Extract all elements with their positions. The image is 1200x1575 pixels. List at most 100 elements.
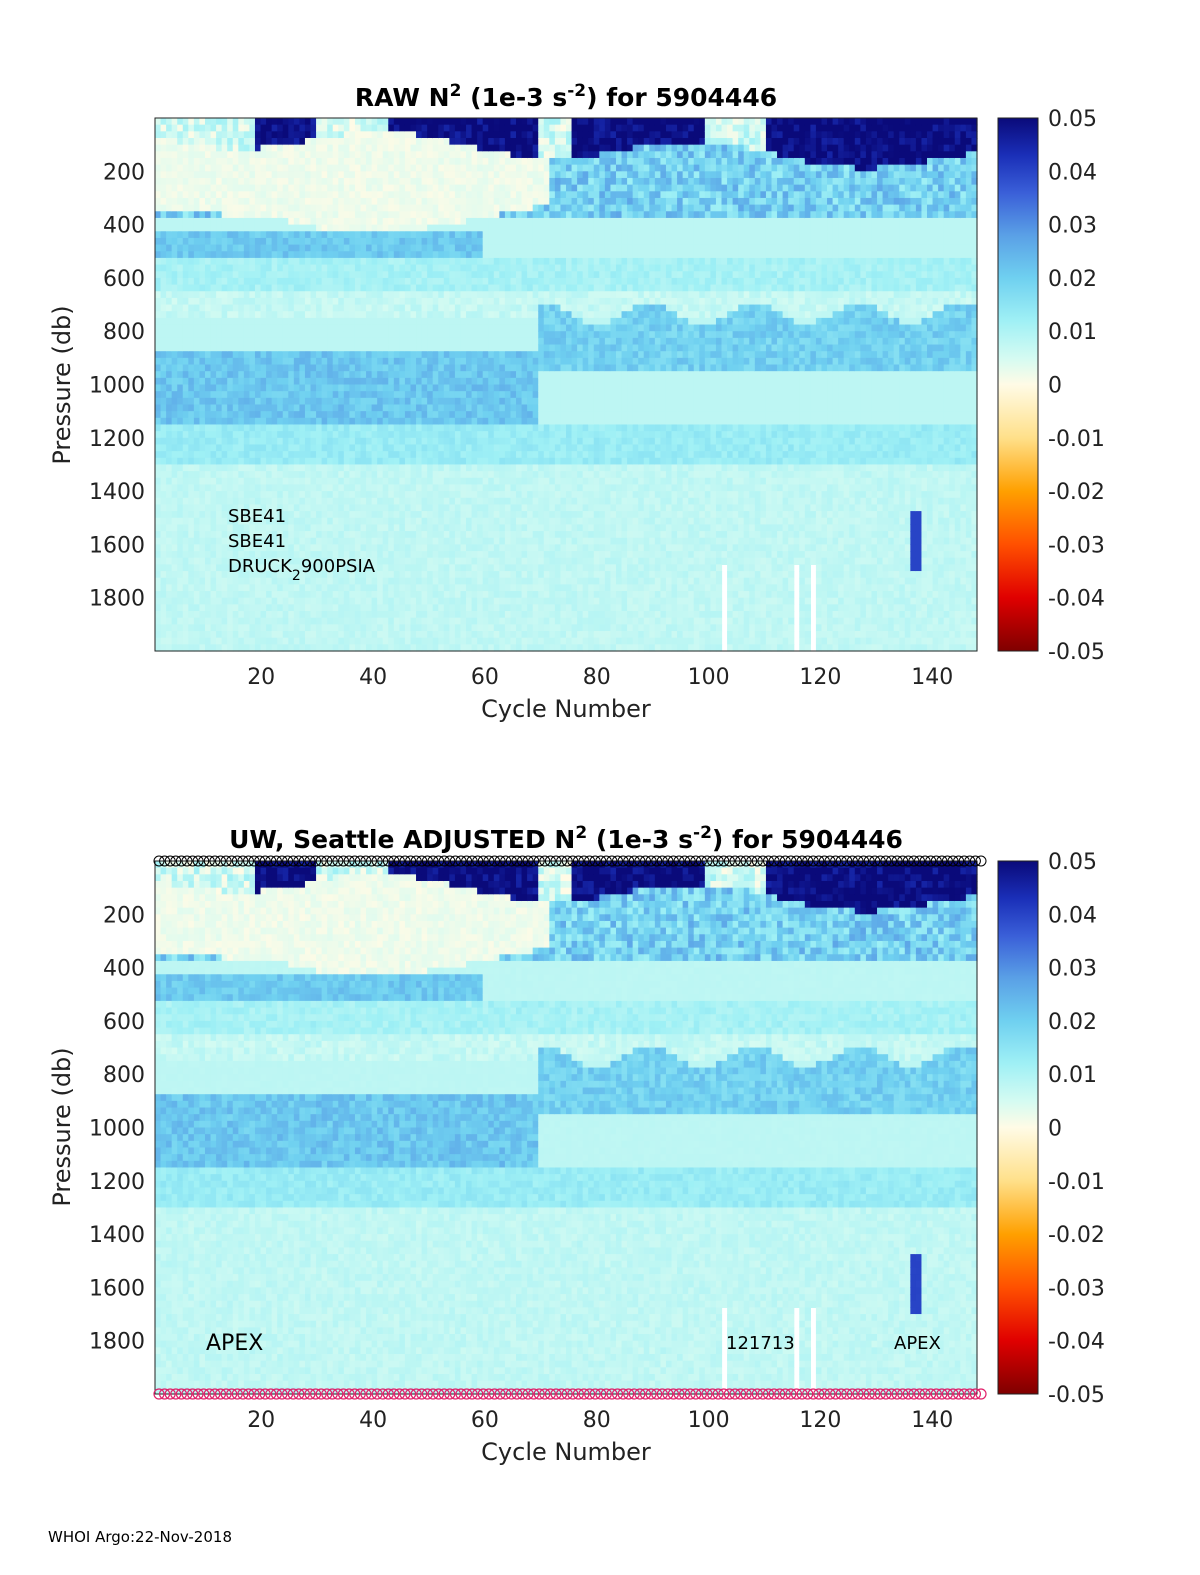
- heatmap-cell: [354, 471, 362, 479]
- heatmap-cell: [199, 231, 206, 239]
- heatmap-cell: [293, 171, 300, 179]
- heatmap-cell: [316, 344, 323, 352]
- heatmap-cell: [443, 471, 450, 479]
- heatmap-cell: [349, 317, 356, 326]
- heatmap-cell: [238, 377, 245, 386]
- heatmap-cell: [371, 444, 378, 452]
- heatmap-cell: [271, 351, 278, 359]
- heatmap-cell: [216, 504, 223, 512]
- heatmap-cell: [221, 164, 228, 172]
- heatmap-cell: [310, 217, 317, 226]
- heatmap-cell: [410, 417, 417, 426]
- heatmap-cell: [438, 597, 445, 605]
- heatmap-cell: [477, 544, 484, 552]
- heatmap-cell: [304, 277, 312, 286]
- heatmap-cell: [482, 171, 489, 179]
- heatmap-cell: [227, 471, 234, 479]
- heatmap-cell: [254, 604, 262, 612]
- heatmap-cell: [493, 224, 500, 232]
- heatmap-cell: [327, 611, 334, 619]
- heatmap-cell: [321, 171, 328, 179]
- heatmap-cell: [354, 457, 362, 466]
- heatmap-cell: [166, 524, 173, 532]
- heatmap-cell: [427, 551, 434, 559]
- heatmap-cell: [288, 611, 295, 619]
- heatmap-cell: [182, 537, 189, 545]
- heatmap-cell: [460, 131, 467, 139]
- heatmap-cell: [249, 511, 256, 519]
- heatmap-cell: [210, 344, 217, 352]
- heatmap-cell: [382, 584, 389, 592]
- heatmap-cell: [232, 417, 239, 426]
- heatmap-cell: [282, 424, 289, 432]
- heatmap-cell: [271, 457, 278, 466]
- heatmap-cell: [188, 617, 195, 625]
- heatmap-cell: [443, 551, 450, 559]
- heatmap-cell: [421, 377, 428, 386]
- heatmap-cell: [288, 444, 295, 452]
- heatmap-cell: [299, 431, 306, 439]
- heatmap-cell: [371, 151, 378, 159]
- heatmap-cell: [299, 137, 306, 146]
- heatmap-cell: [482, 331, 489, 339]
- heatmap-cell: [160, 424, 167, 432]
- heatmap-cell: [327, 564, 334, 572]
- heatmap-cell: [449, 144, 456, 152]
- heatmap-cell: [382, 184, 389, 192]
- heatmap-cell: [432, 411, 439, 419]
- heatmap-cell: [299, 397, 306, 406]
- heatmap-cell: [155, 304, 162, 312]
- heatmap-cell: [171, 604, 178, 612]
- heatmap-cell: [166, 251, 173, 259]
- heatmap-cell: [221, 197, 228, 206]
- heatmap-cell: [482, 444, 489, 452]
- heatmap-cell: [299, 211, 306, 219]
- heatmap-cell: [277, 211, 284, 219]
- heatmap-cell: [377, 564, 384, 572]
- heatmap-cell: [171, 437, 178, 446]
- heatmap-cell: [432, 271, 439, 279]
- heatmap-cell: [354, 591, 362, 599]
- heatmap-cell: [454, 264, 462, 272]
- heatmap-cell: [438, 531, 445, 539]
- heatmap-cell: [338, 271, 345, 279]
- heatmap-cell: [271, 204, 278, 212]
- heatmap-cell: [377, 504, 384, 512]
- heatmap-cell: [482, 531, 489, 539]
- heatmap-cell: [204, 437, 212, 446]
- heatmap-cell: [416, 284, 423, 292]
- heatmap-cell: [438, 357, 445, 366]
- heatmap-cell: [349, 544, 356, 552]
- heatmap-cell: [421, 217, 428, 226]
- heatmap-cell: [238, 297, 245, 306]
- heatmap-cell: [427, 497, 434, 506]
- heatmap-cell: [193, 591, 201, 599]
- heatmap-cell: [321, 511, 328, 519]
- heatmap-cell: [282, 131, 289, 139]
- heatmap-cell: [404, 137, 412, 146]
- heatmap-cell: [432, 451, 439, 459]
- heatmap-cell: [443, 597, 450, 605]
- heatmap-cell: [243, 531, 251, 539]
- heatmap-cell: [327, 244, 334, 252]
- heatmap-cell: [421, 144, 428, 152]
- heatmap-cell: [404, 304, 412, 312]
- heatmap-cell: [482, 197, 489, 206]
- heatmap-cell: [266, 217, 273, 226]
- heatmap-cell: [454, 464, 462, 472]
- heatmap-cell: [360, 277, 367, 286]
- heatmap-cell: [477, 297, 484, 306]
- heatmap-cell: [160, 517, 167, 526]
- heatmap-cell: [160, 297, 167, 306]
- heatmap-cell: [482, 517, 489, 526]
- heatmap-cell: [466, 404, 473, 412]
- heatmap-cell: [232, 411, 239, 419]
- heatmap-cell: [349, 404, 356, 412]
- heatmap-cell: [310, 644, 317, 652]
- heatmap-cell: [327, 164, 334, 172]
- heatmap-cell: [438, 237, 445, 246]
- heatmap-cell: [160, 511, 167, 519]
- heatmap-cell: [393, 197, 400, 206]
- heatmap-cell: [282, 144, 289, 152]
- heatmap-cell: [271, 411, 278, 419]
